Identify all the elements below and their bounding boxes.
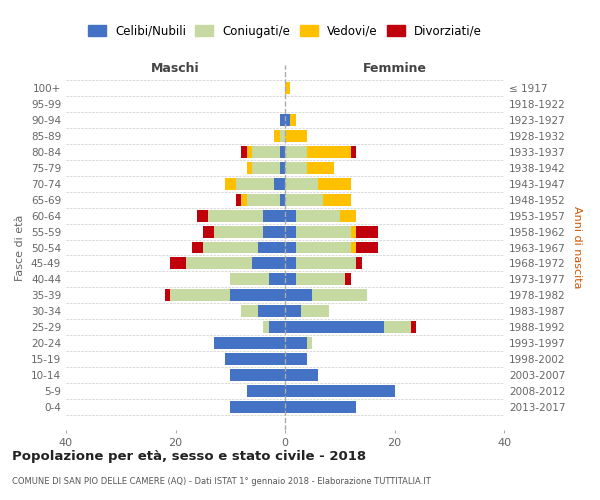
- Text: Popolazione per età, sesso e stato civile - 2018: Popolazione per età, sesso e stato civil…: [12, 450, 366, 463]
- Bar: [252, 162, 280, 173]
- Bar: [296, 226, 350, 237]
- Bar: [269, 274, 285, 285]
- Bar: [236, 194, 241, 205]
- Bar: [187, 258, 252, 270]
- Bar: [296, 242, 350, 254]
- Bar: [241, 306, 257, 318]
- Bar: [280, 162, 285, 173]
- Bar: [269, 322, 285, 334]
- Bar: [285, 258, 296, 270]
- Bar: [285, 242, 296, 254]
- Bar: [350, 242, 356, 254]
- Bar: [225, 354, 285, 366]
- Bar: [241, 194, 247, 205]
- Bar: [214, 226, 263, 237]
- Bar: [170, 258, 187, 270]
- Bar: [285, 402, 356, 413]
- Text: Femmine: Femmine: [362, 62, 427, 75]
- Bar: [323, 194, 350, 205]
- Bar: [296, 210, 340, 222]
- Bar: [203, 242, 257, 254]
- Bar: [350, 146, 356, 158]
- Bar: [307, 338, 313, 349]
- Text: Maschi: Maschi: [151, 62, 200, 75]
- Bar: [411, 322, 416, 334]
- Bar: [301, 306, 329, 318]
- Bar: [285, 338, 307, 349]
- Bar: [285, 386, 395, 398]
- Y-axis label: Anni di nascita: Anni di nascita: [572, 206, 582, 289]
- Bar: [318, 178, 351, 190]
- Bar: [280, 194, 285, 205]
- Bar: [214, 338, 285, 349]
- Bar: [285, 114, 290, 126]
- Bar: [350, 226, 356, 237]
- Bar: [203, 226, 214, 237]
- Bar: [164, 290, 170, 302]
- Bar: [285, 306, 301, 318]
- Bar: [247, 162, 252, 173]
- Bar: [247, 194, 280, 205]
- Text: COMUNE DI SAN PIO DELLE CAMERE (AQ) - Dati ISTAT 1° gennaio 2018 - Elaborazione : COMUNE DI SAN PIO DELLE CAMERE (AQ) - Da…: [12, 478, 431, 486]
- Bar: [285, 210, 296, 222]
- Bar: [230, 402, 285, 413]
- Bar: [307, 146, 350, 158]
- Bar: [285, 274, 296, 285]
- Bar: [285, 226, 296, 237]
- Bar: [263, 226, 285, 237]
- Bar: [192, 242, 203, 254]
- Bar: [285, 322, 383, 334]
- Bar: [285, 354, 307, 366]
- Bar: [285, 130, 307, 141]
- Bar: [247, 146, 252, 158]
- Bar: [285, 82, 290, 94]
- Bar: [274, 130, 280, 141]
- Bar: [274, 178, 285, 190]
- Bar: [263, 322, 269, 334]
- Bar: [252, 258, 285, 270]
- Bar: [285, 290, 313, 302]
- Bar: [313, 290, 367, 302]
- Bar: [170, 290, 230, 302]
- Bar: [285, 146, 307, 158]
- Bar: [307, 162, 334, 173]
- Bar: [241, 146, 247, 158]
- Bar: [280, 146, 285, 158]
- Bar: [263, 210, 285, 222]
- Bar: [230, 274, 269, 285]
- Bar: [225, 178, 236, 190]
- Bar: [356, 258, 362, 270]
- Bar: [247, 386, 285, 398]
- Bar: [285, 370, 318, 382]
- Bar: [345, 274, 351, 285]
- Bar: [197, 210, 208, 222]
- Bar: [280, 130, 285, 141]
- Bar: [257, 242, 285, 254]
- Bar: [257, 306, 285, 318]
- Bar: [296, 274, 345, 285]
- Bar: [356, 242, 378, 254]
- Bar: [280, 114, 285, 126]
- Bar: [290, 114, 296, 126]
- Y-axis label: Fasce di età: Fasce di età: [16, 214, 25, 280]
- Bar: [340, 210, 356, 222]
- Bar: [208, 210, 263, 222]
- Bar: [252, 146, 280, 158]
- Bar: [230, 370, 285, 382]
- Legend: Celibi/Nubili, Coniugati/e, Vedovi/e, Divorziati/e: Celibi/Nubili, Coniugati/e, Vedovi/e, Di…: [83, 20, 487, 42]
- Bar: [383, 322, 411, 334]
- Bar: [230, 290, 285, 302]
- Bar: [285, 194, 323, 205]
- Bar: [285, 162, 307, 173]
- Bar: [296, 258, 356, 270]
- Bar: [236, 178, 274, 190]
- Bar: [356, 226, 378, 237]
- Bar: [285, 178, 318, 190]
